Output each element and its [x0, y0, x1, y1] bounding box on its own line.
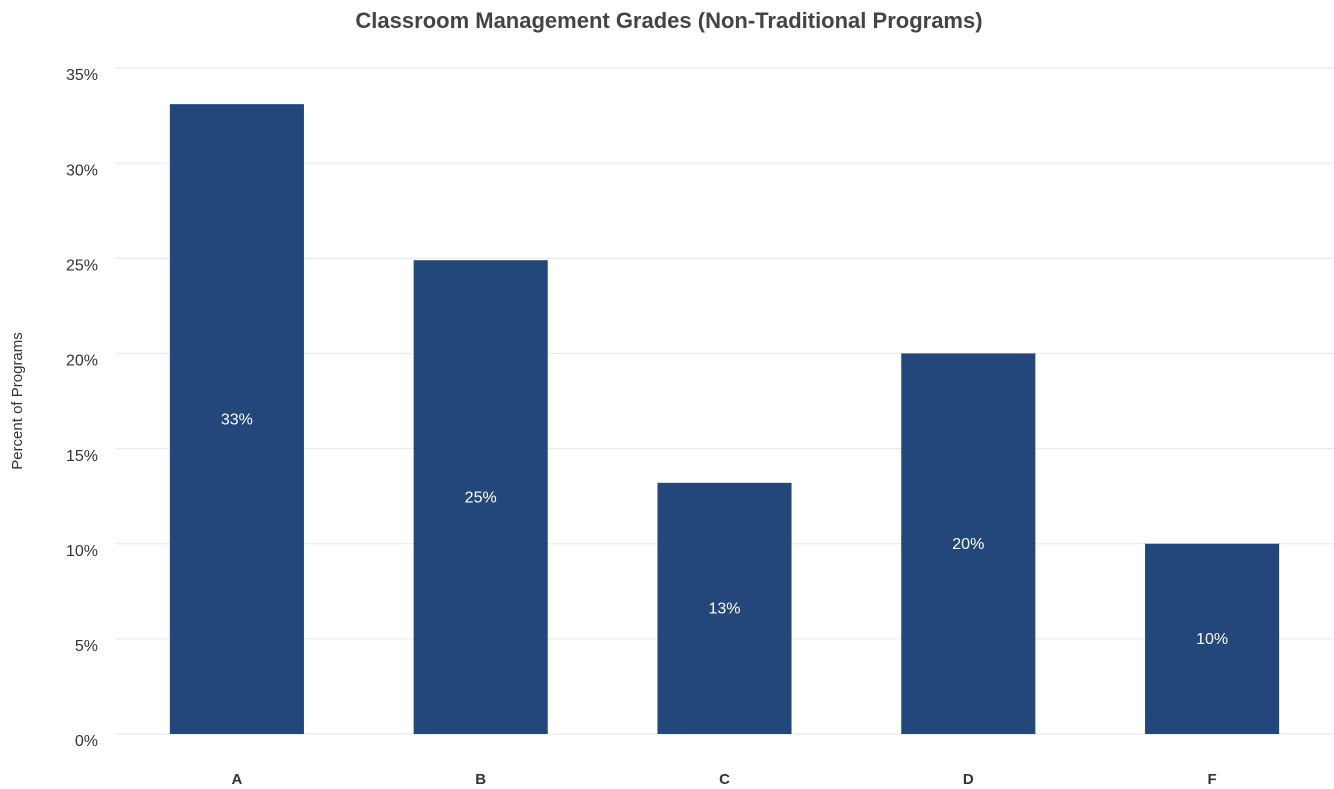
x-tick-label: F: [1208, 771, 1217, 788]
chart-title: Classroom Management Grades (Non-Traditi…: [355, 8, 982, 33]
bar: [169, 104, 304, 734]
y-tick-label: 10%: [66, 543, 98, 560]
y-tick-label: 0%: [75, 733, 98, 750]
bar: [1145, 543, 1280, 734]
y-tick-label: 20%: [66, 353, 98, 370]
bar: [413, 260, 548, 734]
y-tick-label: 5%: [75, 638, 98, 655]
x-tick-label: B: [475, 771, 486, 788]
y-tick-label: 35%: [66, 67, 98, 84]
value-label: 13%: [708, 601, 740, 618]
y-tick-label: 15%: [66, 448, 98, 465]
bar: [657, 482, 792, 734]
x-tick-label: A: [231, 771, 242, 788]
bar: [901, 353, 1036, 734]
value-label: 33%: [221, 411, 253, 428]
y-axis-label: Percent of Programs: [9, 332, 26, 470]
x-tick-label: D: [963, 771, 974, 788]
value-label: 20%: [952, 536, 984, 553]
y-tick-label: 25%: [66, 258, 98, 275]
y-tick-label: 30%: [66, 162, 98, 179]
value-label: 25%: [465, 489, 497, 506]
value-label: 10%: [1196, 631, 1228, 648]
x-tick-label: C: [719, 771, 730, 788]
